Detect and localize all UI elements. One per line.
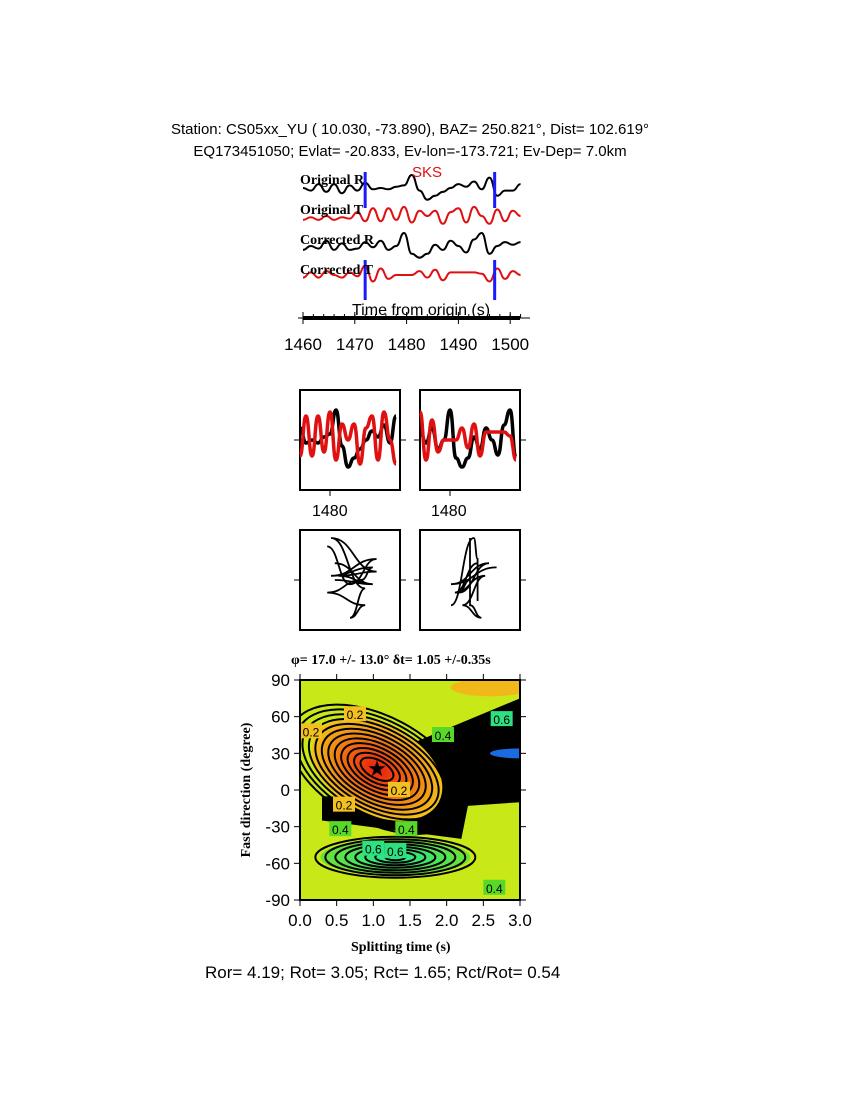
contour-label-box [329, 821, 352, 837]
waveform-panels [294, 389, 526, 496]
contour-label-box [362, 840, 385, 856]
trace-corrected-r [302, 231, 521, 259]
contour-line [327, 732, 427, 806]
contour-label: 0.6 [493, 713, 510, 727]
x-tick-label: 3.0 [508, 911, 532, 930]
label-corrected-r: Corrected R [300, 233, 374, 248]
contour-label-box [388, 782, 410, 797]
x-tick-label: 2.5 [472, 911, 496, 930]
contour-title: φ= 17.0 +/- 13.0° δt= 1.05 +/-0.35s [291, 653, 491, 668]
waveform-slow [418, 410, 518, 462]
y-tick-label: 30 [271, 744, 290, 763]
label-original-r: Original R [300, 173, 365, 188]
wave-tick-right: 1480 [431, 503, 467, 520]
contour-label-box [395, 821, 418, 837]
contour-line [324, 838, 467, 877]
contour-label: 0.4 [486, 882, 503, 896]
contour-line [320, 727, 434, 811]
contour-line [359, 756, 395, 782]
seismogram-traces [302, 172, 521, 300]
x-tick-label: 2.0 [435, 911, 459, 930]
trace-original-r [302, 173, 521, 201]
wave-tick-left: 1480 [312, 503, 348, 520]
x-tick-label: 1.0 [362, 911, 386, 930]
contour-label-box [490, 711, 513, 727]
contour-label: 0.2 [336, 799, 353, 813]
y-tick-label: -90 [265, 891, 290, 910]
contour-label-box [483, 879, 506, 895]
best-fit-star-icon: ★ [367, 756, 387, 781]
contour-label: 0.4 [435, 729, 452, 743]
contour-label: 0.2 [303, 725, 320, 739]
y-tick-label: 0 [281, 781, 290, 800]
time-tick-label: 1500 [491, 335, 529, 354]
particle-motion-path [326, 537, 377, 619]
contour-ylabel: Fast direction (degree) [239, 722, 254, 858]
time-tick-label: 1460 [284, 335, 322, 354]
x-tick-label: 0.0 [288, 911, 312, 930]
contour-field [300, 680, 520, 900]
contour-line [353, 751, 401, 787]
phase-label-sks: SKS [412, 164, 443, 181]
particle-motion-panels [294, 529, 526, 631]
contour-label: 0.4 [332, 823, 349, 837]
contour-label: 0.4 [398, 823, 415, 837]
trace-original-t [302, 205, 521, 225]
contour-label-box [384, 843, 407, 859]
contour-label-box [333, 796, 355, 812]
contour-label: 0.2 [347, 708, 364, 722]
time-axis-label: Time from origin (s) [352, 302, 491, 319]
contour-line [334, 840, 457, 874]
waveform-slow [298, 410, 398, 466]
contour-label-box [432, 727, 454, 742]
contour-region-upper-right [450, 680, 520, 697]
contour-line [333, 737, 421, 802]
particle-motion-path [450, 537, 497, 619]
contour-line [300, 708, 460, 831]
time-tick-label: 1470 [336, 335, 374, 354]
x-tick-label: 1.5 [398, 911, 422, 930]
label-original-t: Original T [300, 203, 364, 218]
contour-line [340, 742, 414, 797]
trace-corrected-t [302, 264, 521, 283]
contour-line [314, 835, 477, 879]
contour-label-box [300, 723, 322, 739]
y-tick-label: -30 [265, 818, 290, 837]
contour-line [300, 703, 466, 835]
misfit-contour-plot: 0.2 0.2 0.4 0.6 0.2 0.2 0.4 0.4 0.6 0.6 0.4 ★ 90 60 30… [265, 671, 532, 930]
y-tick-label: 60 [271, 708, 290, 727]
contour-label: 0.6 [365, 843, 382, 857]
contour-label-box [344, 706, 366, 722]
event-header: EQ173451050; Evlat= -20.833, Ev-lon=-173… [193, 143, 627, 160]
contour-region-blue [490, 748, 520, 759]
contour-label: 0.6 [387, 845, 404, 859]
time-tick-label: 1480 [388, 335, 426, 354]
contour-label: 0.2 [391, 784, 408, 798]
particle-motion-frame [299, 529, 401, 631]
quality-metrics: Ror= 4.19; Rot= 3.05; Rct= 1.65; Rct/Rot… [205, 963, 561, 982]
label-corrected-t: Corrected T [300, 263, 373, 278]
time-tick-label: 1490 [439, 335, 477, 354]
y-tick-label: -60 [265, 854, 290, 873]
time-axis: 1460 1470 1480 1490 1500 [284, 312, 530, 354]
x-tick-label: 0.5 [325, 911, 349, 930]
y-tick-label: 90 [271, 671, 290, 690]
contour-xlabel: Splitting time (s) [351, 940, 451, 955]
station-header: Station: CS05xx_YU ( 10.030, -73.890), B… [170, 121, 650, 138]
